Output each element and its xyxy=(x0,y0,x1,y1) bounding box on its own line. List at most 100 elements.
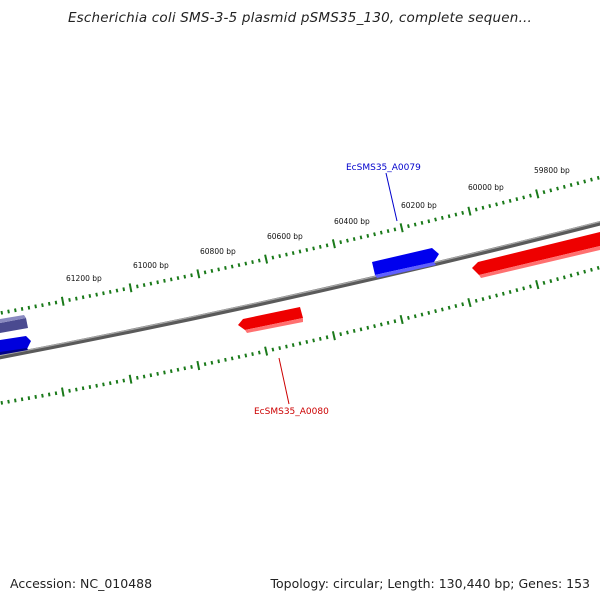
tick-label-60000: 60000 bp xyxy=(468,183,504,192)
minor-tick xyxy=(346,238,349,243)
minor-tick xyxy=(312,338,315,343)
minor-tick xyxy=(217,267,220,272)
minor-tick xyxy=(481,205,485,210)
minor-tick xyxy=(7,309,10,314)
minor-tick xyxy=(454,212,458,217)
minor-tick xyxy=(271,347,275,352)
major-tick xyxy=(467,297,472,308)
gene-label-A0079[interactable]: EcSMS35_A0079 xyxy=(346,163,421,173)
major-tick xyxy=(196,360,201,371)
minor-tick xyxy=(163,370,166,375)
minor-tick xyxy=(115,288,119,293)
gene-other-left[interactable] xyxy=(0,315,28,333)
gene-forward-left[interactable] xyxy=(0,336,31,355)
minor-tick xyxy=(122,378,126,383)
major-tick xyxy=(61,387,65,397)
gene-reverse-right[interactable] xyxy=(472,232,600,278)
accession-text: Accession: NC_010488 xyxy=(10,576,153,591)
minor-tick xyxy=(291,343,295,348)
minor-tick xyxy=(542,190,546,195)
minor-tick xyxy=(108,381,112,386)
minor-tick xyxy=(407,224,410,229)
minor-tick xyxy=(386,320,390,325)
minor-tick xyxy=(495,293,498,298)
minor-tick xyxy=(251,260,254,264)
minor-tick xyxy=(237,354,241,359)
minor-tick xyxy=(379,230,383,235)
gene-EcSMS35_A0079[interactable] xyxy=(372,248,439,278)
minor-tick xyxy=(318,244,322,249)
minor-tick xyxy=(359,327,363,332)
minor-tick xyxy=(244,261,248,266)
minor-tick xyxy=(583,269,587,274)
outer-tick-track xyxy=(0,175,600,315)
minor-tick xyxy=(27,305,31,310)
minor-tick xyxy=(576,181,580,186)
major-tick xyxy=(331,239,336,249)
minor-tick xyxy=(447,305,451,310)
minor-tick xyxy=(156,280,159,285)
minor-tick xyxy=(474,207,478,212)
tick-label-59800: 59800 bp xyxy=(534,166,570,175)
minor-tick xyxy=(305,247,309,252)
minor-tick xyxy=(529,284,532,289)
minor-tick xyxy=(508,198,512,203)
minor-tick xyxy=(68,388,71,393)
minor-tick xyxy=(488,204,492,209)
minor-tick xyxy=(54,300,58,305)
minor-tick xyxy=(339,332,343,337)
minor-tick xyxy=(569,183,573,188)
minor-tick xyxy=(156,371,159,376)
minor-tick xyxy=(14,308,17,313)
minor-tick xyxy=(305,339,309,344)
minor-tick xyxy=(176,367,180,372)
minor-tick xyxy=(461,302,465,307)
minor-tick xyxy=(0,400,4,405)
minor-tick xyxy=(102,291,105,296)
minor-tick xyxy=(88,294,92,298)
minor-tick xyxy=(596,265,600,270)
major-tick xyxy=(467,206,472,216)
major-tick xyxy=(399,314,404,325)
minor-tick xyxy=(169,277,173,282)
major-tick xyxy=(60,296,65,306)
minor-tick xyxy=(556,277,559,282)
minor-tick xyxy=(285,252,288,257)
minor-tick xyxy=(440,307,444,312)
minor-tick xyxy=(27,396,31,401)
minor-tick xyxy=(298,249,302,254)
gene-EcSMS35_A0080[interactable] xyxy=(238,307,303,333)
minor-tick xyxy=(81,386,85,391)
minor-tick xyxy=(447,214,451,219)
minor-tick xyxy=(576,271,580,276)
minor-tick xyxy=(427,310,431,315)
tick-label-60400: 60400 bp xyxy=(334,217,370,226)
minor-tick xyxy=(325,335,329,340)
minor-tick xyxy=(136,284,139,289)
minor-tick xyxy=(542,280,546,285)
minor-tick xyxy=(515,288,519,293)
gene-label-A0080[interactable]: EcSMS35_A0080 xyxy=(254,407,329,417)
minor-tick xyxy=(556,186,559,191)
minor-tick xyxy=(102,382,105,387)
inner-tick-track xyxy=(0,265,600,405)
minor-tick xyxy=(95,292,98,297)
minor-tick xyxy=(318,336,322,341)
minor-tick xyxy=(413,314,417,319)
minor-tick xyxy=(454,304,458,309)
minor-tick xyxy=(474,298,478,303)
minor-tick xyxy=(41,303,44,308)
minor-tick xyxy=(75,387,78,392)
minor-tick xyxy=(224,266,227,270)
minor-tick xyxy=(596,175,600,180)
major-tick xyxy=(331,331,336,341)
minor-tick xyxy=(47,301,51,306)
minor-tick xyxy=(20,397,24,402)
major-tick xyxy=(535,189,540,199)
minor-tick xyxy=(427,219,431,224)
minor-tick xyxy=(549,279,553,284)
minor-tick xyxy=(495,202,498,207)
tick-label-60200: 60200 bp xyxy=(401,201,437,210)
minor-tick xyxy=(163,278,166,283)
